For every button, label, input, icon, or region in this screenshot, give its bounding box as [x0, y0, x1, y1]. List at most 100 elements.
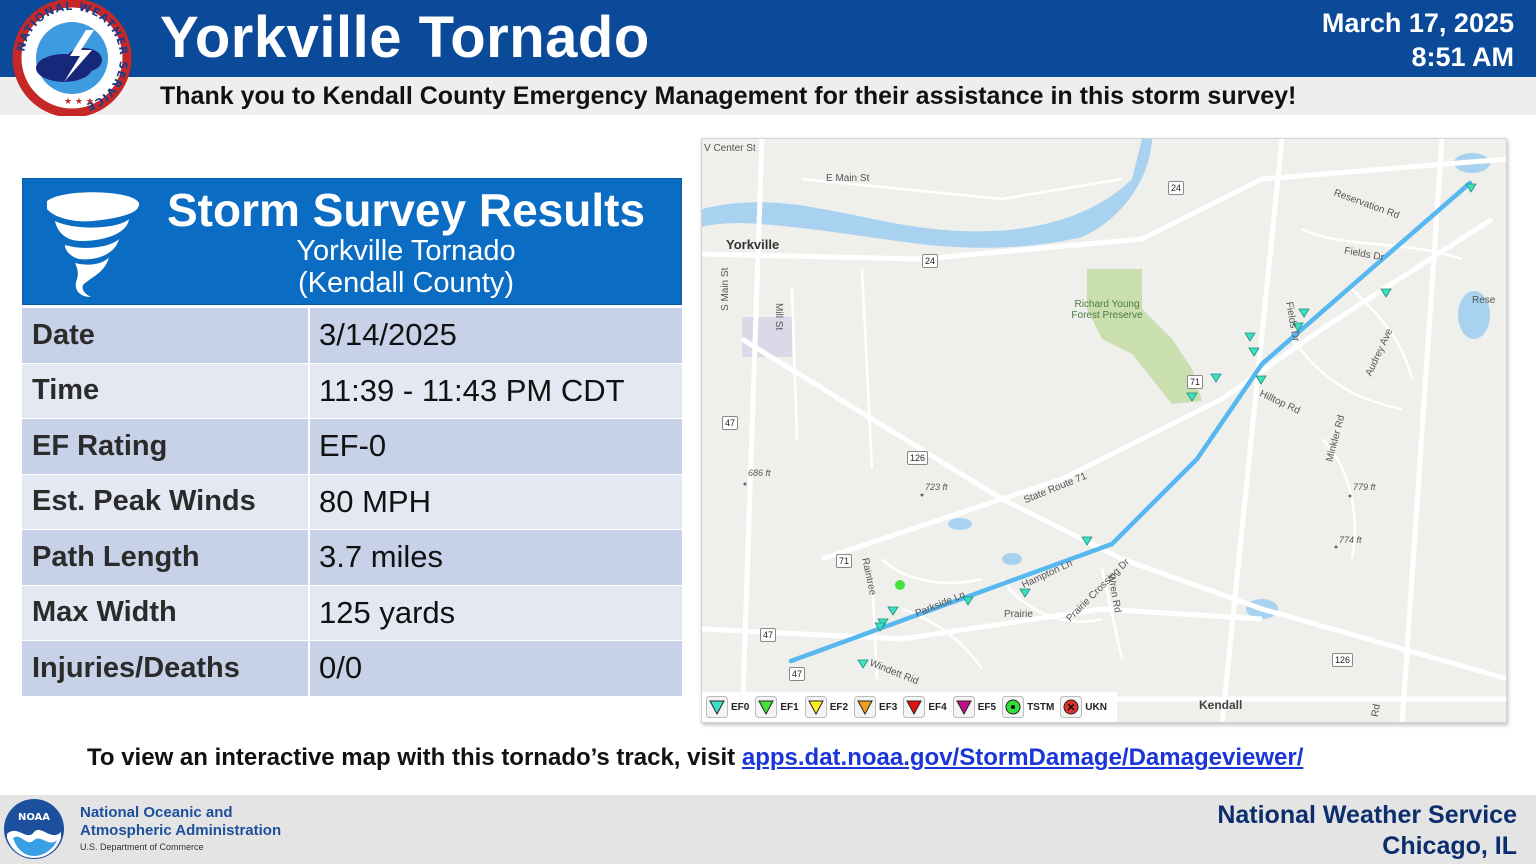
noaa-name-line1: National Oceanic and: [80, 804, 233, 821]
ukn-circle-x-icon: [1060, 696, 1083, 718]
row-label: EF Rating: [22, 419, 310, 474]
tstm-circle-icon: [1002, 696, 1025, 718]
ef1-triangle-icon: [755, 696, 778, 718]
page-title: Yorkville Tornado: [160, 5, 650, 70]
damage-point-tstm[interactable]: [895, 580, 905, 590]
nws-office-location: Chicago, IL: [1382, 832, 1517, 860]
park-line-1: Richard Young: [1074, 299, 1140, 310]
damage-point-ef0[interactable]: [1298, 308, 1310, 318]
row-label: Est. Peak Winds: [22, 474, 310, 529]
forest-preserve-area: [1087, 269, 1202, 404]
route-shield: 71: [836, 554, 853, 568]
ef5-triangle-icon: [952, 696, 975, 718]
row-label: Time: [22, 363, 310, 418]
row-value: EF-0: [319, 428, 387, 464]
map-legend: EF0 EF1 EF2 EF3 EF4 EF5 TSTM UKN: [702, 692, 1117, 722]
map-label-kendall: Kendall: [1199, 698, 1243, 712]
damage-viewer-link[interactable]: apps.dat.noaa.gov/StormDamage/Damageview…: [741, 744, 1304, 771]
damage-point-ef0[interactable]: [874, 622, 886, 632]
campus-area: [742, 317, 792, 357]
route-shield: 47: [789, 667, 806, 681]
row-label: Injuries/Deaths: [22, 641, 310, 696]
route-shield: 24: [1168, 181, 1185, 195]
route-shield: 47: [760, 628, 777, 642]
table-row: Max Width 125 yards: [22, 585, 682, 641]
table-row: Date 3/14/2025: [22, 308, 682, 364]
map-label-forest-preserve: Richard Young Forest Preserve: [1066, 299, 1148, 321]
damage-point-ef0[interactable]: [1292, 322, 1304, 332]
legend-item-ukn: UKN: [1060, 696, 1107, 718]
map-label-prairie: Prairie: [1004, 609, 1033, 620]
map-label-e-main-st: E Main St: [826, 173, 870, 184]
tornado-icon: [47, 192, 140, 297]
tornado-track-map[interactable]: V Center St E Main St Yorkville S Main S…: [701, 138, 1507, 723]
route-shield: 71: [1187, 375, 1204, 389]
row-value: 3/14/2025: [319, 317, 457, 353]
footer-bar: NOAA National Oceanic and Atmospheric Ad…: [0, 795, 1536, 864]
damage-point-ef0[interactable]: [1248, 347, 1260, 357]
map-label-s-main-st: S Main St: [720, 267, 731, 311]
map-base-layer: [702, 139, 1506, 722]
map-label-rd: Rd: [1369, 703, 1383, 718]
row-value: 80 MPH: [319, 483, 431, 519]
noaa-logo-text: NOAA: [18, 812, 50, 823]
damage-point-ef0[interactable]: [962, 596, 974, 606]
legend-item-ef2: EF2: [804, 696, 848, 718]
issue-datetime: March 17, 2025 8:51 AM: [1322, 6, 1514, 74]
damage-point-ef0[interactable]: [857, 659, 869, 669]
tornado-track-line: [788, 180, 1473, 664]
damage-point-ef0[interactable]: [1186, 392, 1198, 402]
route-shield: 126: [1332, 653, 1354, 667]
survey-table: Date 3/14/2025 Time 11:39 - 11:43 PM CDT E…: [22, 308, 682, 697]
survey-subtitle-county: (Kendall County): [298, 267, 514, 299]
legend-label: EF0: [731, 701, 750, 713]
ef4-triangle-icon: [903, 696, 926, 718]
elevation-label: 723 ft: [925, 482, 948, 492]
ef0-triangle-icon: [706, 696, 728, 718]
map-label-mill-st: Mill St: [773, 303, 784, 331]
nws-logo-icon: NATIONAL WEATHER SERVICE ★ ★ ★: [12, 0, 132, 116]
legend-item-ef5: EF5: [952, 696, 996, 718]
row-value: 125 yards: [319, 594, 456, 630]
visit-line: To view an interactive map with this tor…: [87, 744, 1303, 772]
river: [702, 139, 1152, 248]
thanks-bar: Thank you to Kendall County Emergency Ma…: [0, 77, 1536, 115]
row-label: Path Length: [22, 530, 310, 585]
noaa-department: U.S. Department of Commerce: [80, 842, 204, 852]
legend-item-ef1: EF1: [755, 696, 799, 718]
survey-results-panel: Storm Survey Results Yorkville Tornado (…: [22, 178, 682, 697]
survey-title: Storm Survey Results: [166, 184, 646, 236]
legend-label: EF3: [879, 701, 898, 713]
route-shield: 47: [722, 416, 739, 430]
survey-subtitle-event: Yorkville Tornado: [296, 235, 516, 267]
visit-text: To view an interactive map with this tor…: [87, 744, 742, 771]
damage-point-ef0[interactable]: [1210, 373, 1222, 383]
damage-point-ef0[interactable]: [1244, 332, 1256, 342]
nws-office: National Weather Service Chicago, IL: [1217, 800, 1517, 862]
legend-label: EF1: [780, 701, 799, 713]
noaa-name: National Oceanic and Atmospheric Adminis…: [80, 804, 281, 840]
elevation-label: 779 ft: [1353, 482, 1376, 492]
row-value: 3.7 miles: [319, 539, 444, 575]
issue-time: 8:51 AM: [1411, 42, 1514, 72]
legend-item-tstm: TSTM: [1002, 696, 1054, 718]
elevation-label: 686 ft: [748, 468, 771, 478]
table-row: Est. Peak Winds 80 MPH: [22, 474, 682, 530]
map-label-yorkville: Yorkville: [726, 237, 780, 252]
damage-point-ef0[interactable]: [1081, 536, 1093, 546]
damage-point-ef0[interactable]: [1019, 588, 1031, 598]
damage-point-ef0[interactable]: [1255, 375, 1267, 385]
header-bar: Yorkville Tornado March 17, 2025 8:51 AM: [0, 0, 1536, 77]
damage-point-ef0[interactable]: [1465, 183, 1477, 193]
map-label-rese: Rese: [1472, 295, 1496, 306]
svg-text:★ ★ ★: ★ ★ ★: [64, 97, 94, 107]
route-shield: 126: [907, 451, 929, 465]
map-label-center-st: V Center St: [704, 143, 756, 154]
row-value: 0/0: [319, 650, 363, 686]
legend-label: TSTM: [1027, 701, 1055, 713]
noaa-logo-icon: NOAA: [4, 799, 64, 859]
damage-point-ef0[interactable]: [1380, 288, 1392, 298]
damage-point-ef0[interactable]: [887, 606, 899, 616]
ef2-triangle-icon: [804, 696, 827, 718]
legend-item-ef3: EF3: [854, 696, 897, 718]
